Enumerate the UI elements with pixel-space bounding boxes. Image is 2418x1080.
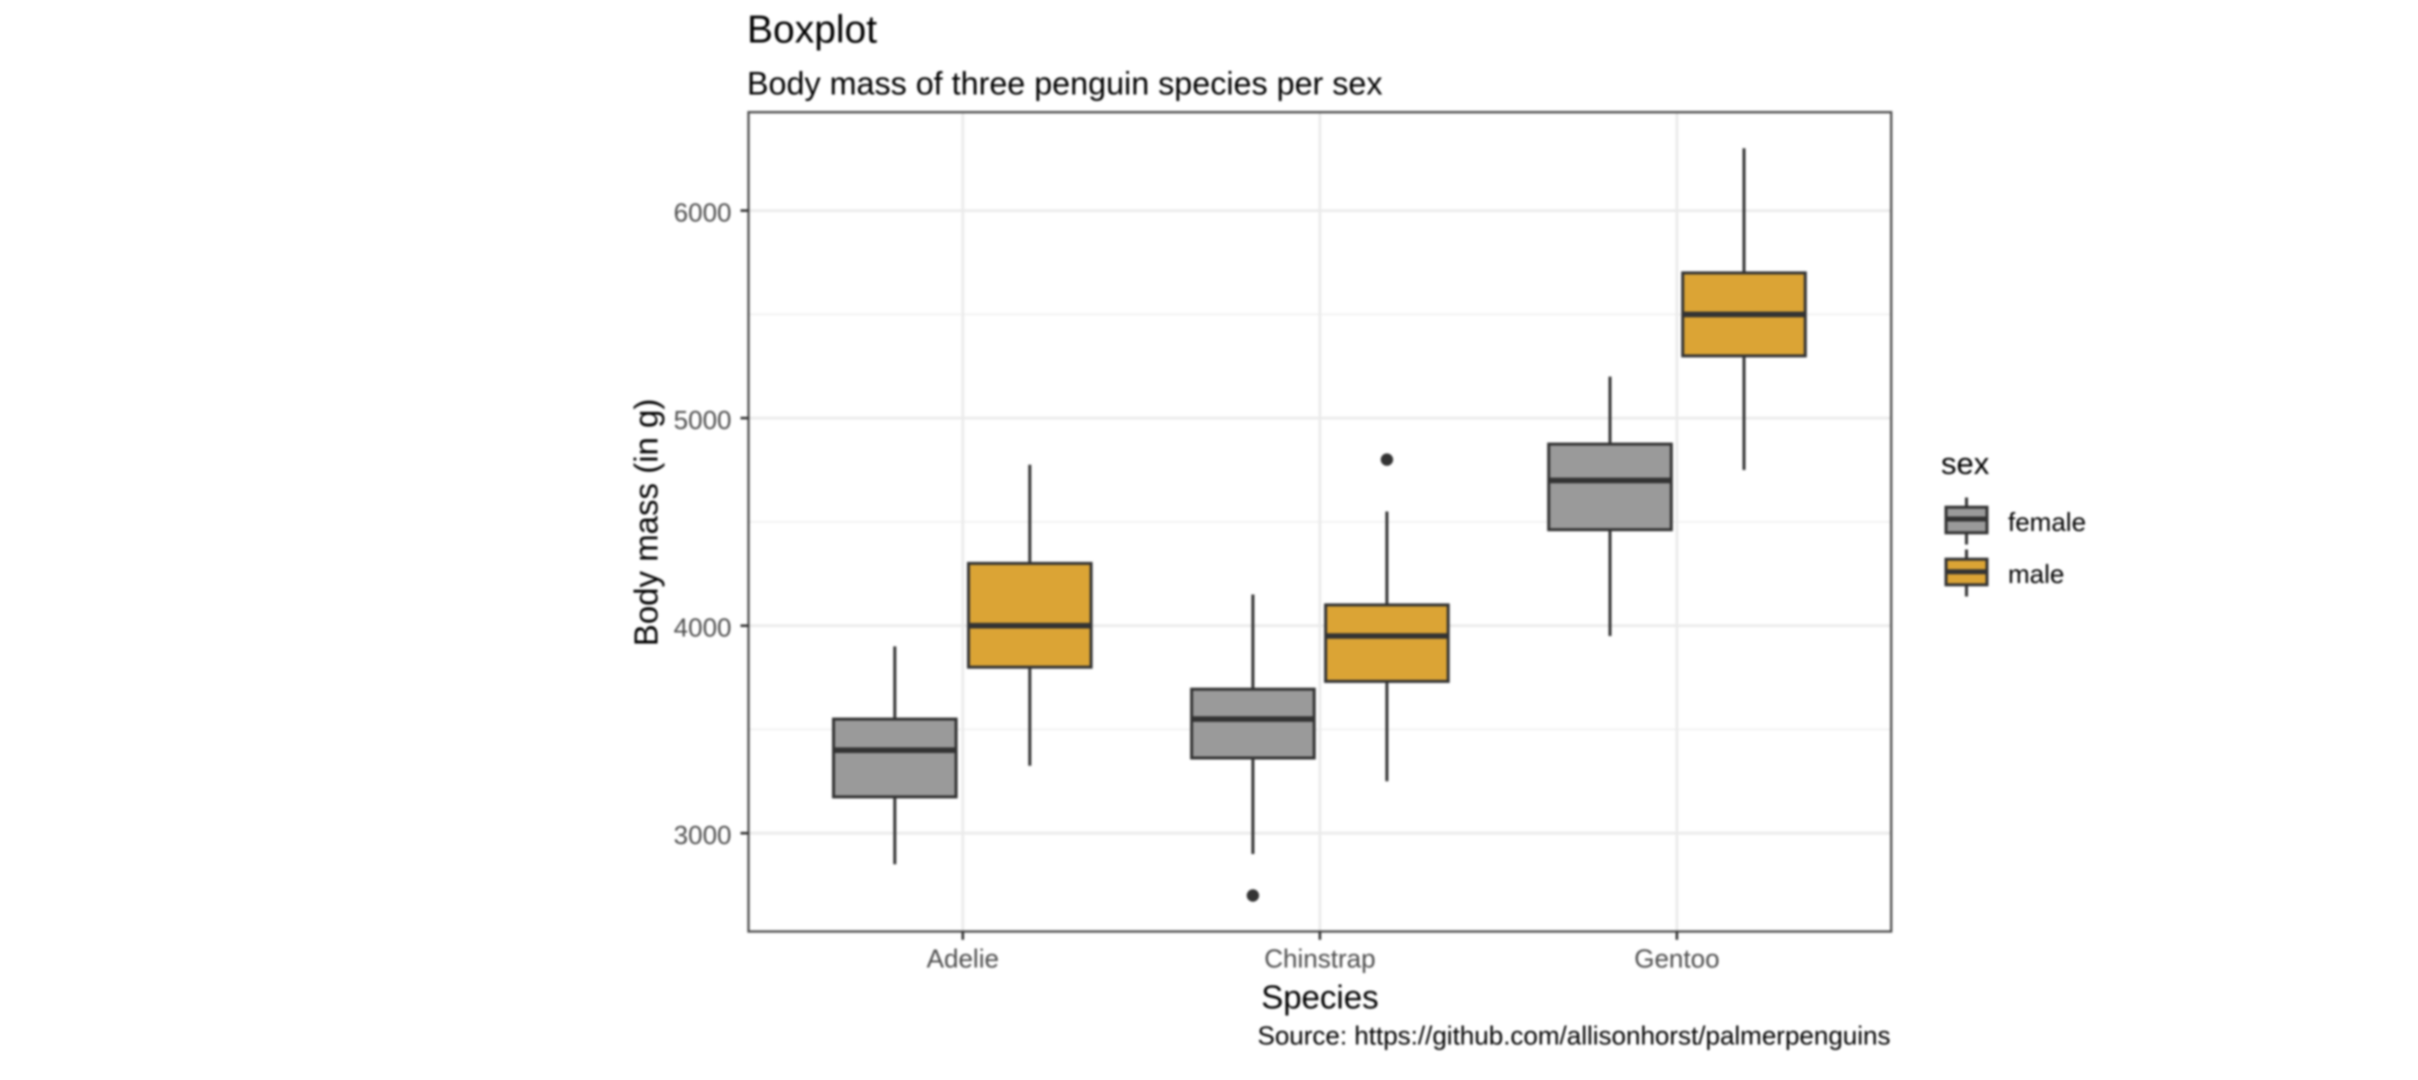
- svg-text:Chinstrap: Chinstrap: [1264, 943, 1375, 973]
- svg-text:6000: 6000: [674, 198, 732, 228]
- svg-text:3000: 3000: [674, 820, 732, 850]
- svg-text:female: female: [2008, 507, 2086, 537]
- svg-text:Adelie: Adelie: [927, 943, 999, 973]
- svg-text:Body mass of three penguin spe: Body mass of three penguin species per s…: [747, 65, 1383, 101]
- svg-text:male: male: [2008, 559, 2064, 589]
- svg-text:sex: sex: [1941, 446, 1990, 481]
- svg-text:Boxplot: Boxplot: [747, 9, 877, 52]
- svg-text:Species: Species: [1261, 979, 1378, 1016]
- svg-text:5000: 5000: [674, 405, 732, 435]
- svg-text:4000: 4000: [674, 613, 732, 643]
- svg-text:Body mass (in g): Body mass (in g): [628, 399, 665, 647]
- svg-text:Gentoo: Gentoo: [1634, 943, 1719, 973]
- svg-text:Source: https://github.com/all: Source: https://github.com/allisonhorst/…: [1257, 1021, 1890, 1051]
